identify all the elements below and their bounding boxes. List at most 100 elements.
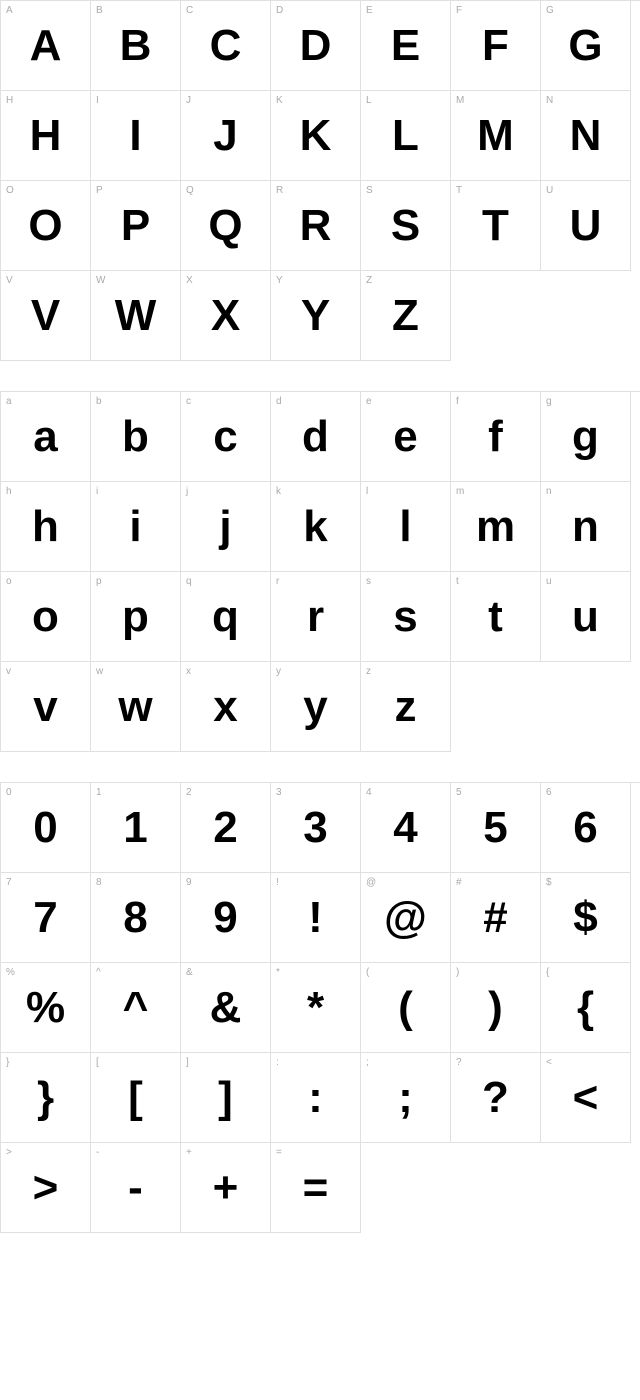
glyph-label: w — [96, 666, 103, 677]
glyph-label: M — [456, 95, 464, 106]
glyph-character: 3 — [303, 806, 327, 850]
glyph-character: P — [121, 204, 150, 248]
glyph-character: 8 — [123, 896, 147, 940]
glyph-cell: mm — [451, 482, 541, 572]
glyph-character: 7 — [33, 896, 57, 940]
glyph-label: = — [276, 1147, 282, 1158]
glyph-label: K — [276, 95, 283, 106]
glyph-character: % — [26, 986, 65, 1030]
glyph-cell: qq — [181, 572, 271, 662]
glyph-character: o — [32, 595, 59, 639]
glyph-character: * — [307, 986, 324, 1030]
glyph-character: V — [31, 294, 60, 338]
glyph-cell: NN — [541, 91, 631, 181]
glyph-cell: :: — [271, 1053, 361, 1143]
glyph-label: % — [6, 967, 15, 978]
glyph-cell: %% — [1, 963, 91, 1053]
glyph-label: T — [456, 185, 462, 196]
glyph-cell: ]] — [181, 1053, 271, 1143]
glyph-cell: vv — [1, 662, 91, 752]
glyph-character: N — [570, 114, 602, 158]
glyph-character: E — [391, 24, 420, 68]
glyph-character: v — [33, 685, 57, 729]
glyph-character: $ — [573, 896, 597, 940]
glyph-cell: ee — [361, 392, 451, 482]
glyph-character: > — [33, 1166, 59, 1210]
glyph-cell: LL — [361, 91, 451, 181]
glyph-character: x — [213, 685, 237, 729]
glyph-cell: [[ — [91, 1053, 181, 1143]
glyph-character: T — [482, 204, 509, 248]
glyph-label: S — [366, 185, 373, 196]
glyph-cell: 22 — [181, 783, 271, 873]
glyph-label: b — [96, 396, 102, 407]
glyph-character: g — [572, 415, 599, 459]
glyph-character: h — [32, 505, 59, 549]
glyph-cell: 33 — [271, 783, 361, 873]
glyph-label: @ — [366, 877, 376, 888]
glyph-character: ( — [398, 986, 413, 1030]
glyph-character: = — [303, 1166, 329, 1210]
glyph-label: O — [6, 185, 14, 196]
glyph-cell: 11 — [91, 783, 181, 873]
glyph-character: Y — [301, 294, 330, 338]
glyph-cell: RR — [271, 181, 361, 271]
glyph-cell: bb — [91, 392, 181, 482]
glyph-label: p — [96, 576, 102, 587]
glyph-character: W — [115, 294, 157, 338]
glyph-character: b — [122, 415, 149, 459]
glyph-character: K — [300, 114, 332, 158]
glyph-label: Z — [366, 275, 372, 286]
glyph-label: & — [186, 967, 193, 978]
glyph-label: C — [186, 5, 193, 16]
glyph-character: ] — [218, 1076, 233, 1120]
glyph-label: 3 — [276, 787, 282, 798]
glyph-character: u — [572, 595, 599, 639]
glyph-cell: )) — [451, 963, 541, 1053]
glyph-label: $ — [546, 877, 552, 888]
glyph-label: 9 — [186, 877, 192, 888]
glyph-cell: aa — [1, 392, 91, 482]
glyph-character: D — [300, 24, 332, 68]
glyph-cell: rr — [271, 572, 361, 662]
glyph-cell: PP — [91, 181, 181, 271]
glyph-character: ! — [308, 896, 323, 940]
glyph-character: A — [30, 24, 62, 68]
glyph-character: 2 — [213, 806, 237, 850]
glyph-label: o — [6, 576, 12, 587]
glyph-character: n — [572, 505, 599, 549]
glyph-cell: WW — [91, 271, 181, 361]
glyph-cell: && — [181, 963, 271, 1053]
glyph-label: c — [186, 396, 191, 407]
glyph-label: R — [276, 185, 283, 196]
glyph-label: > — [6, 1147, 12, 1158]
glyph-cell: dd — [271, 392, 361, 482]
glyph-label: h — [6, 486, 12, 497]
glyph-character: < — [573, 1076, 599, 1120]
glyph-cell: uu — [541, 572, 631, 662]
glyph-label: < — [546, 1057, 552, 1068]
glyph-character: & — [210, 986, 242, 1030]
glyph-label: n — [546, 486, 552, 497]
glyph-character: O — [28, 204, 62, 248]
glyph-cell: oo — [1, 572, 91, 662]
glyph-label: t — [456, 576, 459, 587]
glyph-character: ) — [488, 986, 503, 1030]
glyph-character: I — [129, 114, 141, 158]
glyph-cell: XX — [181, 271, 271, 361]
glyph-label: 5 — [456, 787, 462, 798]
glyph-label: l — [366, 486, 368, 497]
glyph-character: L — [392, 114, 419, 158]
glyph-label: g — [546, 396, 552, 407]
glyph-cell: ++ — [181, 1143, 271, 1233]
glyph-cell: AA — [1, 1, 91, 91]
glyph-label: A — [6, 5, 13, 16]
glyph-character: - — [128, 1166, 143, 1210]
glyph-label: 0 — [6, 787, 12, 798]
glyph-label: U — [546, 185, 553, 196]
glyph-label: J — [186, 95, 191, 106]
glyph-character: : — [308, 1076, 323, 1120]
glyph-label: 8 — [96, 877, 102, 888]
glyph-cell: 44 — [361, 783, 451, 873]
glyph-cell: ;; — [361, 1053, 451, 1143]
